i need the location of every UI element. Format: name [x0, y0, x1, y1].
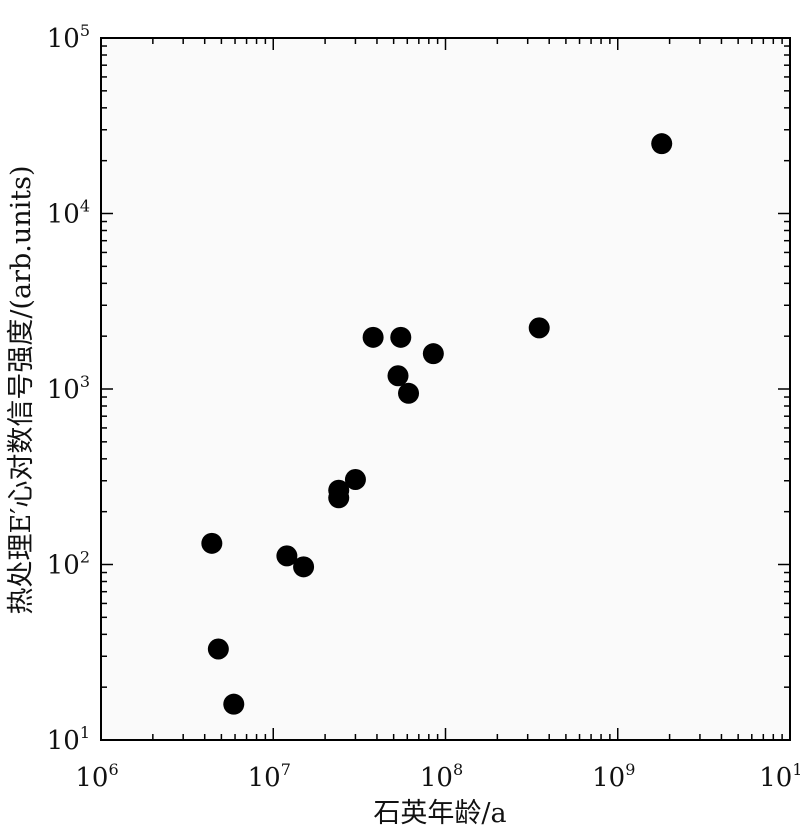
x-tick-label: 109 — [592, 760, 635, 793]
data-points — [201, 133, 673, 715]
y-tick-label: 103 — [47, 372, 90, 405]
data-point — [422, 343, 444, 365]
y-axis-title: 热处理E′心对数信号强度/(arb.units) — [6, 166, 37, 615]
x-tick-label: 107 — [248, 760, 291, 793]
data-point — [201, 532, 223, 554]
x-tick-label: 1010 — [759, 760, 800, 793]
data-point — [293, 556, 315, 578]
x-axis-title: 石英年龄/a — [373, 798, 506, 829]
data-point — [328, 479, 350, 501]
y-tick-label: 105 — [47, 21, 90, 54]
y-tick-label: 104 — [47, 197, 90, 230]
y-tick-labels: 101 102 103 104 105 — [47, 21, 90, 756]
data-point — [207, 638, 229, 660]
plot-area — [100, 37, 791, 741]
x-tick-label: 108 — [420, 760, 463, 793]
data-point — [651, 133, 673, 155]
y-tick-label: 102 — [47, 548, 90, 581]
axis-ticks — [100, 37, 791, 741]
data-point — [390, 326, 412, 348]
x-tick-labels: 106 107 108 109 1010 — [75, 760, 800, 793]
data-point — [528, 317, 550, 339]
data-point — [344, 469, 366, 491]
x-tick-label: 106 — [75, 760, 118, 793]
data-point — [223, 693, 245, 715]
data-point — [276, 545, 298, 567]
data-point — [398, 382, 420, 404]
data-point — [387, 365, 409, 387]
data-point — [362, 326, 384, 348]
y-tick-label: 101 — [47, 723, 90, 756]
